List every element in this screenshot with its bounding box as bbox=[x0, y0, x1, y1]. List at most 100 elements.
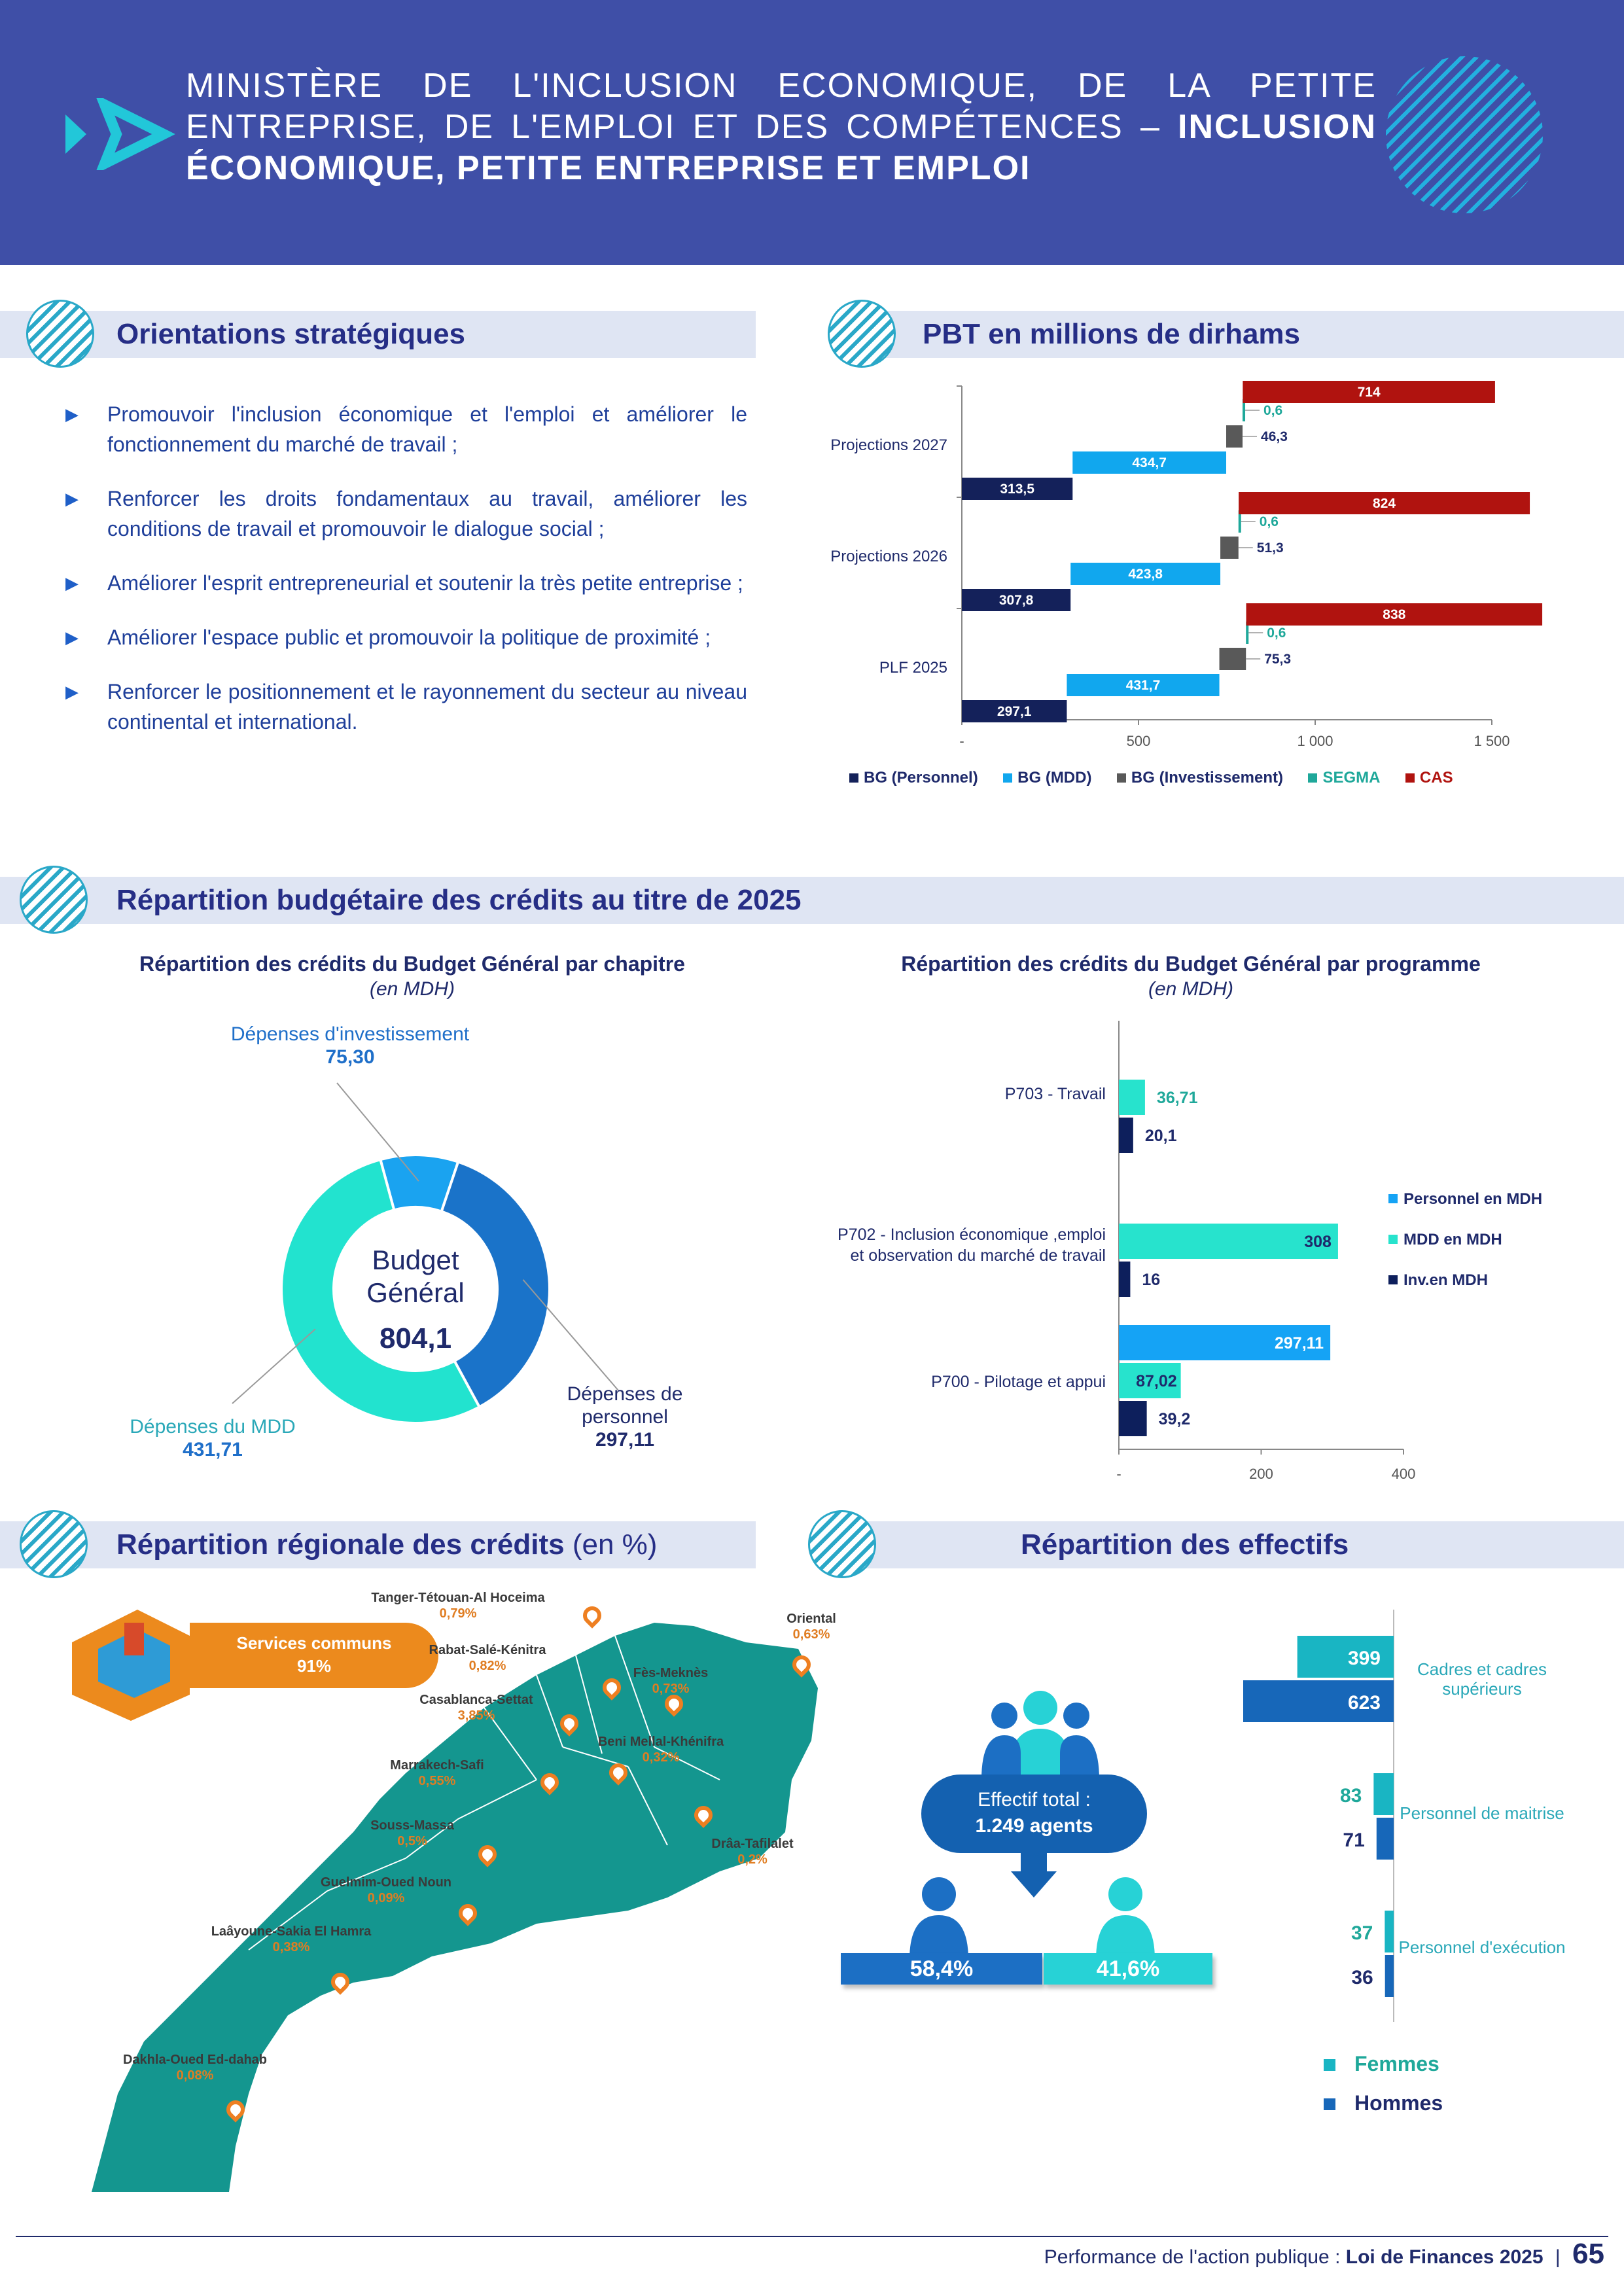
bar-femmes bbox=[1297, 1636, 1394, 1678]
region-value: 0,5% bbox=[397, 1834, 427, 1848]
orientation-item: Renforcer les droits fondamentaux au tra… bbox=[65, 484, 747, 544]
x-tick-label: 200 bbox=[1249, 1466, 1273, 1482]
donut-slice bbox=[280, 1157, 482, 1424]
man-icon bbox=[909, 1877, 968, 1960]
pct-hommes-bar: 58,4% bbox=[841, 1953, 1042, 1985]
title-regular: MINISTÈRE DE L'INCLUSION ECONOMIQUE, DE … bbox=[186, 67, 1377, 146]
bar-bg-investissement- bbox=[1219, 648, 1246, 670]
programme-chart-title: Répartition des crédits du Budget Généra… bbox=[901, 952, 1481, 976]
region-value: 0,79% bbox=[439, 1606, 477, 1621]
data-label: 37 bbox=[1351, 1922, 1373, 1944]
region-label: Oriental 0,63% bbox=[713, 1611, 909, 1642]
bar-mdd-en-mdh bbox=[1119, 1224, 1338, 1259]
x-tick-label: 400 bbox=[1392, 1466, 1416, 1482]
region-label: Beni Mellal-Khénifra 0,32% bbox=[563, 1734, 759, 1765]
slice-value: 75,30 bbox=[325, 1046, 374, 1068]
bar-bg-investissement- bbox=[1226, 425, 1243, 448]
x-tick-label: - bbox=[959, 733, 964, 749]
bar-inv-en-mdh bbox=[1119, 1118, 1133, 1153]
region-name: Dakhla-Oued Ed-dahab bbox=[122, 2053, 268, 2067]
bar-mdd-en-mdh bbox=[1119, 1080, 1145, 1115]
bar-personnel-en-mdh bbox=[1119, 1325, 1331, 1360]
region-label: Marrakech-Safi 0,55% bbox=[339, 1757, 535, 1789]
morocco-map bbox=[92, 1623, 818, 2192]
data-label: 83 bbox=[1340, 1785, 1362, 1807]
services-communs-label: Services communs bbox=[236, 1633, 392, 1653]
footer-bold: Loi de Finances 2025 bbox=[1345, 2246, 1544, 2268]
footer-text: Performance de l'action publique : bbox=[1044, 2246, 1346, 2268]
services-communs-value: 91% bbox=[296, 1656, 332, 1676]
page-title: MINISTÈRE DE L'INCLUSION ECONOMIQUE, DE … bbox=[186, 65, 1377, 189]
region-name: Tanger-Tétouan-Al Hoceima bbox=[371, 1591, 545, 1605]
leader-line bbox=[336, 1082, 419, 1182]
data-label: 623 bbox=[1348, 1692, 1381, 1714]
region-value: 0,38% bbox=[272, 1940, 310, 1954]
bar-bg-personnel- bbox=[962, 700, 1067, 722]
effectif-total-label: Effectif total : bbox=[978, 1789, 1091, 1810]
legend-swatch bbox=[1324, 2098, 1335, 2110]
bar-bg-investissement- bbox=[1220, 537, 1239, 559]
data-label: 46,3 bbox=[1261, 429, 1288, 444]
region-name: Laâyoune-Sakia El Hamra bbox=[211, 1924, 372, 1939]
region-label: Drâa-Tafilalet 0,2% bbox=[654, 1836, 851, 1867]
band-repartition bbox=[0, 877, 1624, 924]
legend-swatch bbox=[1388, 1275, 1398, 1284]
legend-bg-personnel: BG (Personnel) bbox=[849, 769, 978, 787]
bar-hommes bbox=[1385, 1955, 1394, 1997]
bar-femmes bbox=[1385, 1911, 1394, 1952]
bar-inv-en-mdh bbox=[1119, 1401, 1147, 1436]
slice-value: 297,11 bbox=[595, 1429, 654, 1451]
programme-chart-subtitle: (en MDH) bbox=[1148, 978, 1233, 1000]
category-label: P703 - Travail bbox=[1005, 1085, 1106, 1103]
region-label: Souss-Massa 0,5% bbox=[314, 1818, 510, 1849]
data-label: 87,02 bbox=[1136, 1372, 1177, 1390]
region-name: Guelmim-Oued Noun bbox=[321, 1875, 451, 1890]
region-name: Oriental bbox=[786, 1612, 836, 1626]
data-label: 36,71 bbox=[1157, 1089, 1198, 1107]
bar-bg-personnel- bbox=[962, 589, 1071, 611]
region-value: 0,2% bbox=[737, 1852, 768, 1867]
category-label: supérieurs bbox=[1442, 1679, 1521, 1699]
programme-chart: - 200 400 P703 - Travail 36,71 20,1 P702 - Inc… bbox=[838, 1021, 1542, 1482]
data-label: 71 bbox=[1343, 1829, 1364, 1851]
legend-segma: SEGMA bbox=[1308, 769, 1380, 787]
data-label: 0,6 bbox=[1263, 403, 1282, 418]
data-label: 431,7 bbox=[1126, 678, 1161, 693]
band-pbt bbox=[844, 311, 1624, 358]
region-label: Fès-Meknès 0,73% bbox=[573, 1665, 769, 1697]
page-number: 65 bbox=[1572, 2238, 1604, 2270]
bar-cas bbox=[1239, 492, 1530, 514]
region-label: Guelmim-Oued Noun 0,09% bbox=[288, 1875, 484, 1906]
orientation-item: Promouvoir l'inclusion économique et l'e… bbox=[65, 399, 747, 459]
effectif-total-value: 1.249 agents bbox=[975, 1815, 1093, 1837]
x-tick-label: - bbox=[1116, 1466, 1121, 1482]
bar-hommes bbox=[1243, 1680, 1394, 1722]
region-value: 0,82% bbox=[468, 1659, 506, 1673]
center-label: Budget bbox=[372, 1245, 459, 1275]
bar-cas bbox=[1246, 603, 1543, 626]
category-label: et observation du marché de travail bbox=[851, 1246, 1106, 1265]
data-label: 297,1 bbox=[997, 704, 1032, 719]
hatched-circle-icon bbox=[20, 866, 88, 934]
legend-bg-mdd: BG (MDD) bbox=[1003, 769, 1091, 787]
bar-hommes bbox=[1376, 1818, 1394, 1860]
bar-femmes bbox=[1373, 1773, 1394, 1815]
region-label: Dakhla-Oued Ed-dahab 0,08% bbox=[97, 2052, 293, 2083]
category-label: Projections 2026 bbox=[830, 548, 947, 565]
bar-bg-mdd- bbox=[1072, 451, 1227, 474]
section-title-repartition: Répartition budgétaire des crédits au ti… bbox=[116, 884, 802, 916]
arrow-down-icon bbox=[1011, 1853, 1057, 1898]
data-label: 16 bbox=[1142, 1271, 1160, 1289]
band-orientations bbox=[0, 311, 756, 358]
data-label: 297,11 bbox=[1275, 1334, 1324, 1352]
leader-line bbox=[232, 1328, 316, 1404]
legend-label: MDD en MDH bbox=[1403, 1231, 1502, 1248]
region-value: 0,73% bbox=[652, 1682, 690, 1696]
category-label: Cadres et cadres bbox=[1417, 1659, 1547, 1679]
data-label: 20,1 bbox=[1145, 1127, 1177, 1145]
section-title-orientations: Orientations stratégiques bbox=[116, 318, 466, 350]
data-label: 75,3 bbox=[1264, 652, 1291, 667]
bar-bg-mdd- bbox=[1070, 563, 1221, 585]
data-label: 434,7 bbox=[1132, 455, 1167, 470]
bar-bg-mdd- bbox=[1067, 674, 1220, 696]
